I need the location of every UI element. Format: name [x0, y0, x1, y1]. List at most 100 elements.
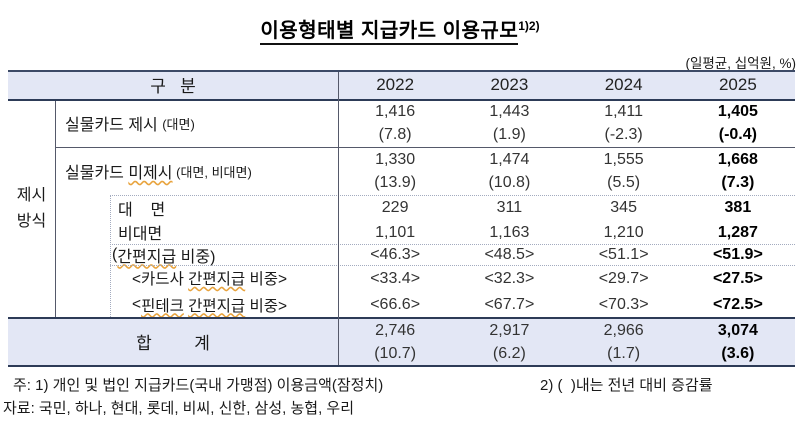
row-values: 1,330 (13.9) 1,474 (10.8) 1,555 (5.5) 1,668… [338, 147, 795, 195]
value-cell: 1,163 [489, 223, 530, 241]
row-label-wavy: 간편지급 [188, 271, 246, 288]
row-label-simple-pay-share: (간편지급 비중) [8, 244, 338, 266]
unit-note-wavy: 십억원 [734, 56, 772, 71]
row-label-pre: ( [112, 245, 118, 263]
value-cell: 1,287 [717, 223, 758, 241]
value-cell: <33.4> [370, 269, 421, 287]
side-label-line2: 방식 [16, 212, 47, 230]
year-headers: 2022 2023 2024 2025 [338, 70, 795, 99]
value-cell: <51.9> [712, 246, 763, 263]
row-label-main: 실물카드 제시 [65, 117, 163, 134]
value-cell: 1,411 (-2.3) [604, 103, 644, 143]
row-divider-dotted [110, 195, 795, 196]
row-divider-dotted [110, 244, 795, 245]
column-divider-main [338, 72, 339, 365]
side-label-line1: 제시 [16, 186, 47, 204]
row-label-card-company-share: <카드사 간편지급 비중> [8, 265, 338, 291]
column-divider-side [55, 101, 56, 317]
page-title-footnote-marks: 1)2) [518, 19, 540, 33]
row-values: <33.4> <32.3> <29.7> <27.5> [338, 265, 795, 291]
table-row-fintech-simple-pay-share: < 핀테크 간편지급 비중> <66.6> <67.7> <70.3> <72.5… [8, 291, 795, 318]
row-divider-solid [55, 147, 795, 148]
value-cell: <70.3> [598, 296, 649, 313]
value-cell: 311 [496, 199, 523, 216]
row-label-total: 합 계 [136, 334, 210, 353]
page-title: 이용형태별 지급카드 이용규모1)2) [0, 14, 800, 45]
column-divider-dotted [110, 195, 111, 317]
row-label-wavy: 미제시 [128, 165, 173, 182]
total-top-border [8, 317, 795, 319]
row-values: <46.3> <48.5> <51.1> <51.9> [338, 244, 795, 265]
row-values: <66.6> <67.7> <70.3> <72.5> [338, 291, 795, 318]
row-divider-dotted [110, 265, 795, 266]
corner-label: 구 분 [150, 77, 196, 96]
table-row-card-not-present: 실물카드 미제시 (대면, 비대면) 1,330 (13.9) 1,474 (10.… [8, 147, 795, 195]
row-label-fintech-share: < 핀테크 간편지급 비중> [8, 291, 338, 318]
value-cell: <32.3> [484, 269, 535, 287]
value-cell: 345 [610, 199, 637, 216]
value-cell: 1,555 (5.5) [603, 151, 644, 191]
row-label-wavy: 핀테크 [141, 297, 184, 315]
row-label-sub: (대면) [162, 116, 195, 132]
footnote-1: 주: 1) 개인 및 법인 지급카드(국내 가맹점) 이용금액(잠정치) [13, 377, 384, 394]
value-cell: 1,416 (7.8) [375, 103, 416, 143]
year-header-2022: 2022 [376, 74, 415, 94]
row-label-face-to-face: 대 면 [118, 201, 166, 219]
row-values: 229 311 345 381 [338, 195, 795, 220]
value-cell: 1,474 (10.8) [488, 151, 531, 191]
unit-note-pre: (일평균, [685, 56, 735, 71]
value-cell: <29.7> [598, 269, 649, 287]
value-cell: <66.6> [370, 296, 421, 313]
side-label-presentation-method: 제시 방식 [8, 99, 55, 318]
year-header-2023: 2023 [490, 74, 529, 94]
row-label-post: 비중> [245, 271, 288, 288]
unit-note: (일평균, 십억원, %) [685, 52, 796, 72]
year-header-2024: 2024 [604, 74, 643, 94]
value-cell: 1,210 [603, 223, 644, 241]
row-label-sub: (대면, 비대면) [172, 164, 252, 180]
table-row-face-to-face: 대 면 229 311 345 381 [8, 195, 795, 220]
header-bottom-border [8, 99, 795, 101]
value-cell: <48.5> [484, 246, 535, 263]
value-cell: 1,668 (7.3) [717, 151, 758, 191]
value-cell: <72.5> [712, 296, 763, 313]
value-cell: <46.3> [370, 246, 421, 263]
table-top-border [8, 70, 795, 72]
row-label-card-not-present: 실물카드 미제시 (대면, 비대면) [8, 147, 338, 195]
value-cell: 1,330 (13.9) [374, 151, 417, 191]
row-label-pre: <카드사 [132, 271, 189, 288]
row-label-post: 비중) [176, 248, 216, 266]
row-label-post: 비중> [245, 297, 288, 315]
value-cell: 2,917 (6.2) [489, 321, 530, 362]
page-title-text: 이용형태별 지급카드 이용규모 [260, 20, 519, 45]
value-cell: 3,074 (3.6) [717, 321, 758, 362]
year-header-2025: 2025 [718, 74, 757, 94]
row-values: 2,746 (10.7) 2,917 (6.2) 2,966 (1.7) 3,074(… [338, 318, 795, 365]
value-cell: <67.7> [484, 296, 535, 313]
row-label-non-face-to-face: 비대면 [118, 226, 163, 243]
table-bottom-border [8, 365, 795, 367]
usage-table: 구 분 2022 2023 2024 2025 실물카드 제시 (대면) 1,4… [8, 70, 795, 367]
value-cell: 229 [381, 199, 409, 216]
footnote-source: 자료: 국민, 하나, 현대, 롯데, 비씨, 신한, 삼성, 농협, 우리 [3, 400, 355, 417]
row-label-wavy: 간편지급 [117, 248, 177, 266]
footnote-2: 2) ( )내는 전년 대비 증감률 [540, 377, 713, 394]
value-cell: 1,101 [375, 223, 416, 241]
value-cell: 2,966 (1.7) [603, 321, 644, 362]
value-cell: 2,746 (10.7) [374, 321, 417, 362]
table-row-simple-pay-share: (간편지급 비중) <46.3> <48.5> <51.1> <51.9> [8, 244, 795, 266]
value-cell: <27.5> [712, 269, 763, 287]
row-label-wavy: 간편지급 [188, 297, 246, 315]
table-row-total: 합 계 2,746 (10.7) 2,917 (6.2) 2,966 (1.7) 3,… [8, 318, 795, 365]
row-label-pre: < [132, 295, 142, 313]
value-cell: 1,443 (1.9) [489, 103, 530, 143]
value-cell: 381 [724, 199, 752, 216]
value-cell: 1,405 (-0.4) [717, 103, 758, 143]
table-header-row: 구 분 2022 2023 2024 2025 [8, 70, 795, 99]
row-values: 1,101 1,163 1,210 1,287 [338, 220, 795, 244]
unit-note-post: , %) [771, 56, 796, 71]
table-row-non-face-to-face: 비대면 1,101 1,163 1,210 1,287 [8, 220, 795, 244]
table-row-card-company-simple-pay-share: <카드사 간편지급 비중> <33.4> <32.3> <29.7> <27.5… [8, 265, 795, 291]
table-row-card-present: 실물카드 제시 (대면) 1,416 (7.8) 1,443 (1.9) 1,411… [8, 99, 795, 147]
